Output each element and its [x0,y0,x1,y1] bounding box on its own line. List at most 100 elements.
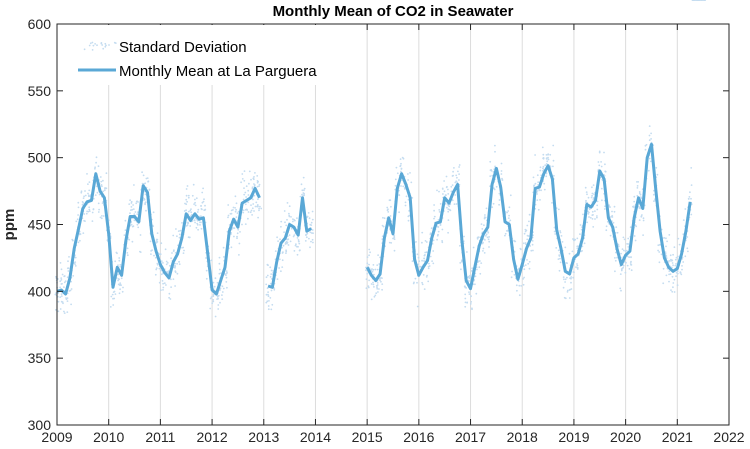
std-dev-point [368,248,371,251]
std-dev-point [477,260,480,263]
legend-scatter-dot [91,41,94,44]
std-dev-point [198,215,201,218]
std-dev-point [528,213,531,216]
std-dev-point [601,199,603,202]
std-dev-point [295,243,297,246]
std-dev-point [487,238,490,241]
std-dev-point [591,210,594,213]
std-dev-point [525,243,527,246]
std-dev-point [238,242,241,245]
std-dev-point [388,241,391,244]
std-dev-point [616,231,619,234]
std-dev-point [378,263,381,265]
std-dev-point [672,264,674,267]
std-dev-point [564,297,567,300]
std-dev-point [442,193,444,195]
std-dev-point [432,250,435,252]
std-dev-point [234,210,237,213]
std-dev-point [137,226,140,229]
std-dev-point [433,217,435,220]
std-dev-point [266,263,269,266]
std-dev-point [293,219,296,222]
std-dev-point [446,185,448,188]
std-dev-point [70,288,73,290]
std-dev-point [494,150,496,153]
std-dev-point [666,240,668,243]
std-dev-point [439,203,442,205]
std-dev-point [202,187,205,190]
std-dev-point [690,167,693,169]
std-dev-point [190,211,193,214]
std-dev-point [150,253,152,256]
std-dev-point [518,294,521,297]
std-dev-point [293,234,296,237]
std-dev-point [155,268,158,271]
std-dev-point [376,284,378,287]
std-dev-point [233,235,235,238]
std-dev-point [545,158,548,160]
std-dev-point [256,175,259,177]
std-dev-point [248,182,250,185]
std-dev-point [642,234,644,237]
std-dev-point [585,191,588,194]
std-dev-point [437,230,440,233]
std-dev-point [209,297,212,300]
std-dev-point [159,253,161,256]
std-dev-point [136,223,139,226]
std-dev-point [508,206,511,209]
std-dev-point [429,232,432,235]
std-dev-point [292,218,294,221]
std-dev-point [558,269,561,272]
std-dev-point [133,219,136,222]
std-dev-point [409,172,411,174]
std-dev-point [71,238,74,241]
std-dev-point [266,274,269,277]
std-dev-point [539,166,542,169]
std-dev-point [243,187,245,190]
std-dev-point [124,219,127,222]
std-dev-point [393,235,396,237]
std-dev-point [479,260,481,262]
std-dev-point [491,206,494,209]
std-dev-point [267,291,269,293]
std-dev-point [110,295,113,298]
std-dev-point [251,186,254,189]
std-dev-point [507,210,510,212]
std-dev-point [98,208,100,211]
std-dev-point [279,238,281,241]
std-dev-point [218,256,221,259]
std-dev-point [665,245,667,248]
std-dev-point [633,195,636,198]
std-dev-point [176,272,179,275]
std-dev-point [139,251,142,254]
std-dev-point [85,212,88,215]
std-dev-point [617,245,620,248]
std-dev-point [507,217,510,220]
std-dev-point [547,156,549,159]
std-dev-point [597,161,600,163]
legend-scatter-dot [105,44,107,47]
std-dev-point [604,205,606,208]
std-dev-point [201,191,204,194]
std-dev-point [522,283,525,286]
y-axis-ticks: 300 350 400 450 500 550 600 [28,16,729,433]
std-dev-point [199,224,201,226]
std-dev-point [421,241,423,244]
std-dev-point [418,260,421,263]
std-dev-point [670,289,672,291]
legend-scatter-dot [104,42,107,45]
std-dev-point [626,264,629,267]
std-dev-point [174,266,176,269]
std-dev-point [621,248,624,251]
std-dev-point [370,298,373,301]
std-dev-point [393,249,396,252]
std-dev-point [676,272,679,275]
std-dev-point [144,193,147,196]
std-dev-point [312,241,314,244]
std-dev-point [193,203,196,206]
std-dev-point [189,209,192,212]
std-dev-point [131,240,134,243]
std-dev-point [287,238,290,241]
std-dev-point [464,297,467,300]
std-dev-point [210,259,213,262]
